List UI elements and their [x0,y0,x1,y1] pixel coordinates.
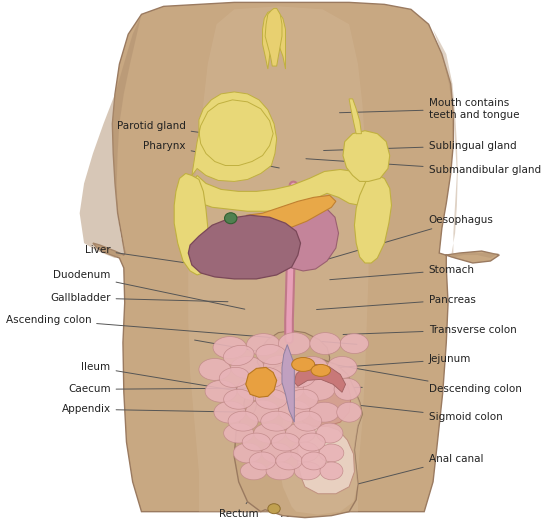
Ellipse shape [223,345,254,366]
Text: Duodenum: Duodenum [53,270,245,309]
Ellipse shape [231,357,265,378]
Text: Mouth contains
teeth and tongue: Mouth contains teeth and tongue [340,98,519,120]
Ellipse shape [296,357,328,378]
Ellipse shape [228,411,258,431]
Text: Parotid gland: Parotid gland [117,121,256,140]
Ellipse shape [224,389,253,409]
Ellipse shape [205,380,237,402]
Ellipse shape [303,378,335,400]
Ellipse shape [334,378,360,400]
Polygon shape [349,99,361,134]
Ellipse shape [224,213,237,224]
Ellipse shape [278,333,310,355]
Ellipse shape [292,358,315,371]
Text: Liver: Liver [85,245,232,269]
Ellipse shape [278,400,310,422]
Polygon shape [294,365,345,392]
Polygon shape [287,367,351,426]
Text: Sublingual gland: Sublingual gland [324,141,516,151]
Ellipse shape [286,367,315,388]
Ellipse shape [320,462,343,480]
Polygon shape [433,29,499,258]
Ellipse shape [247,334,280,356]
Ellipse shape [288,389,318,409]
Ellipse shape [199,358,231,380]
Ellipse shape [219,367,249,388]
Text: Ascending colon: Ascending colon [6,315,357,344]
Ellipse shape [301,452,326,470]
Ellipse shape [262,443,292,463]
Ellipse shape [250,452,276,470]
Polygon shape [246,368,277,397]
Ellipse shape [276,452,302,470]
Polygon shape [343,131,390,181]
Text: Ileum: Ileum [81,362,285,399]
Polygon shape [354,175,392,263]
Text: Pharynx: Pharynx [143,141,279,168]
Polygon shape [298,426,354,494]
Polygon shape [80,14,141,258]
Text: Gallbladder: Gallbladder [50,293,228,303]
Ellipse shape [263,356,297,378]
Ellipse shape [337,402,361,422]
Ellipse shape [242,433,271,451]
Polygon shape [188,6,369,511]
Ellipse shape [294,462,321,480]
Polygon shape [93,3,499,511]
Polygon shape [174,174,209,275]
Ellipse shape [256,345,287,365]
Text: Jejunum: Jejunum [312,355,471,369]
Text: Sigmoid colon: Sigmoid colon [263,394,502,422]
Ellipse shape [271,433,300,451]
Polygon shape [257,331,330,379]
Ellipse shape [237,378,271,400]
Text: Oesophagus: Oesophagus [294,215,494,269]
Ellipse shape [244,394,256,414]
Polygon shape [243,196,336,229]
Ellipse shape [286,423,315,443]
Polygon shape [278,362,363,515]
Ellipse shape [246,400,279,422]
Ellipse shape [213,337,247,358]
Ellipse shape [233,443,262,463]
Ellipse shape [294,411,322,431]
Ellipse shape [327,357,357,378]
Ellipse shape [291,442,319,462]
Polygon shape [262,10,286,69]
Polygon shape [192,169,378,211]
Ellipse shape [241,462,267,480]
Text: Anal canal: Anal canal [280,454,483,504]
Polygon shape [282,345,294,422]
Text: Submandibular gland: Submandibular gland [306,159,541,176]
Ellipse shape [268,504,280,514]
Ellipse shape [319,444,344,462]
Polygon shape [188,215,301,279]
Ellipse shape [266,462,294,480]
Ellipse shape [224,423,253,443]
Text: Caecum: Caecum [68,384,362,394]
Text: Stomach: Stomach [330,265,475,280]
Ellipse shape [252,367,284,388]
Ellipse shape [316,423,343,443]
Ellipse shape [310,333,341,355]
Polygon shape [283,203,339,271]
Ellipse shape [311,365,330,377]
Text: Transverse colon: Transverse colon [343,325,516,335]
Text: Descending colon: Descending colon [194,340,521,394]
Ellipse shape [299,433,325,451]
Ellipse shape [214,401,246,423]
Text: Appendix: Appendix [61,404,351,414]
Ellipse shape [256,389,287,409]
Polygon shape [192,92,277,181]
Polygon shape [265,8,282,66]
Ellipse shape [253,423,286,443]
Polygon shape [234,358,363,518]
Ellipse shape [340,334,369,354]
Text: Rectum: Rectum [219,473,269,519]
Text: Anus: Anus [275,505,307,519]
Text: Pancreas: Pancreas [316,295,476,310]
Ellipse shape [309,402,339,422]
Ellipse shape [261,411,292,431]
Ellipse shape [271,378,304,400]
